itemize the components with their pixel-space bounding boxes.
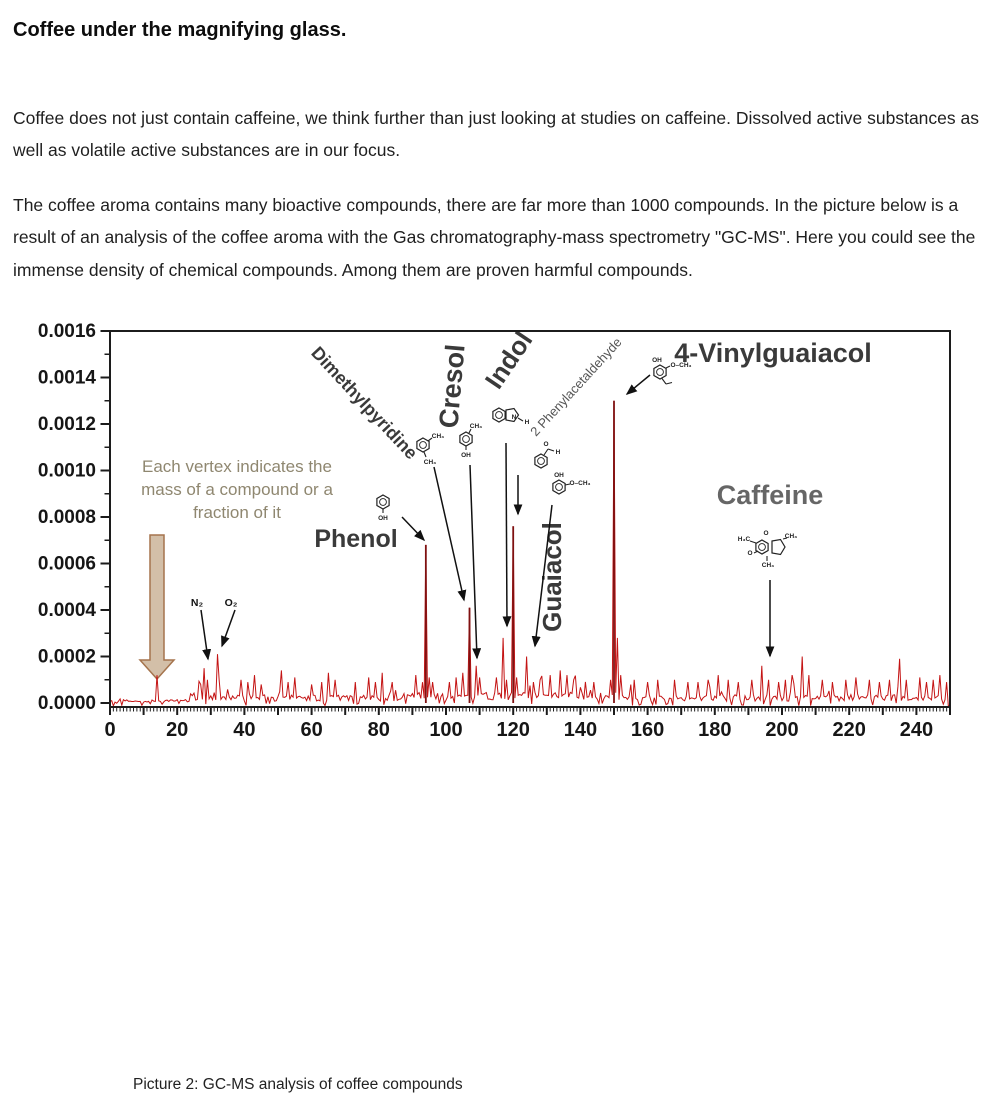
cresol-oh-label: OH <box>461 452 471 459</box>
dimethylpyridine-arrow <box>433 466 467 602</box>
x-tick-label: 60 <box>300 719 322 741</box>
major-peaks <box>424 400 615 703</box>
guaiacol-structure-icon: OH O–CH₃ <box>552 472 591 495</box>
guaiacol-och3-label: O–CH₃ <box>569 480 590 487</box>
plot-border <box>109 330 951 708</box>
dimethylpyridine-structure-icon: CH₃ CH₃ <box>416 433 444 466</box>
cresol-ch3-label: CH₃ <box>470 423 482 430</box>
paa-h-label: H <box>556 449 561 456</box>
x-tick-label: 180 <box>698 719 731 741</box>
o2-arrow <box>221 609 236 648</box>
peak-label-dimethylpyridine: Dimethylpyridine <box>307 343 421 463</box>
vinylguaiacol-arrow <box>625 374 651 395</box>
caffeine-ch3-label: CH₃ <box>785 533 797 540</box>
x-tick-label: 20 <box>166 719 188 741</box>
dmp-ch3-label: CH₃ <box>432 433 444 440</box>
paa-o-label: O <box>543 441 548 448</box>
annotation-line-1: Each vertex indicates the <box>142 457 332 476</box>
y-tick-label: 0.0012 <box>38 414 96 435</box>
x-tick-label: 0 <box>104 719 115 741</box>
y-tick-label: 0.0004 <box>38 600 97 621</box>
x-tick-label: 220 <box>833 719 866 741</box>
x-tick-label: 140 <box>564 719 597 741</box>
x-tick-label: 40 <box>233 719 255 741</box>
y-tick-label: 0.0006 <box>38 554 96 575</box>
gcms-figure: 0.0000 0.0002 0.0004 0.0006 0.0008 0.0010 0.00… <box>0 315 1000 1093</box>
vertex-annotation: Each vertex indicates the mass of a comp… <box>141 457 333 522</box>
x-tick-label: 160 <box>631 719 664 741</box>
caffeine-o-label: O <box>747 550 752 557</box>
y-tick-label: 0.0016 <box>38 321 96 342</box>
caffeine-o2-label: O <box>763 530 768 537</box>
phenol-structure-icon: OH <box>376 494 390 522</box>
indol-structure-icon: N H <box>492 407 530 426</box>
dmp-ch3-label-2: CH₃ <box>424 459 436 466</box>
y-tick-label: 0.0002 <box>38 647 96 668</box>
annotation-line-2: mass of a compound or a <box>141 480 333 499</box>
y-tick-label: 0.0010 <box>38 461 96 482</box>
x-tick-label: 200 <box>765 719 798 741</box>
peak-label-phenol: Phenol <box>314 525 397 553</box>
y-tick-label: 0.0008 <box>38 507 96 528</box>
indol-h-label: H <box>525 419 530 426</box>
document-title: Coffee under the magnifying glass. <box>13 19 347 42</box>
axes: 0.0000 0.0002 0.0004 0.0006 0.0008 0.0010 0.00… <box>38 321 951 741</box>
phenylacetaldehyde-structure-icon: O H <box>534 441 561 469</box>
cresol-arrow <box>469 464 482 660</box>
aroma-paragraph: The coffee aroma contains many bioactive… <box>13 194 976 280</box>
vg-oh-label: OH <box>652 357 662 364</box>
peak-label-n2: N₂ <box>191 597 204 609</box>
y-tick-label: 0.0014 <box>38 368 97 389</box>
peak-label-o2: O₂ <box>225 597 238 609</box>
vertex-indicator-arrow <box>138 534 176 681</box>
x-tick-label: 240 <box>900 719 933 741</box>
x-tick-label: 80 <box>368 719 390 741</box>
phenol-arrow <box>401 516 426 542</box>
indol-n-label: N <box>512 414 517 421</box>
phenol-oh-label: OH <box>378 515 388 522</box>
peak-label-vinylguaiacol: 4-Vinylguaiacol <box>674 338 872 368</box>
peak-label-cresol: Cresol <box>433 343 470 429</box>
peak-label-guaiacol: Guaiacol <box>537 522 567 632</box>
annotation-line-3: fraction of it <box>193 503 281 522</box>
guaiacol-oh-label: OH <box>554 472 564 479</box>
intro-paragraph: Coffee does not just contain caffeine, w… <box>13 107 979 161</box>
caffeine-structure-icon: H₃C O O CH₃ CH₃ <box>738 530 797 569</box>
gcms-chart: 0.0000 0.0002 0.0004 0.0006 0.0008 0.0010 0.00… <box>38 321 951 741</box>
peak-label-caffeine: Caffeine <box>717 480 824 510</box>
indol-arrow <box>502 442 512 628</box>
vinylguaiacol-structure-icon: OH O–CH₃ <box>652 357 692 385</box>
n2-arrow <box>200 609 212 661</box>
caffeine-h3c-label: H₃C <box>738 536 751 543</box>
x-tick-label: 100 <box>429 719 462 741</box>
x-tick-label: 120 <box>497 719 530 741</box>
caffeine-ch3-label-2: CH₃ <box>762 562 774 569</box>
peak-label-indol: Indol <box>479 326 539 394</box>
vg-och3-label: O–CH₃ <box>670 362 691 369</box>
figure-caption: Picture 2: GC-MS analysis of coffee comp… <box>133 1076 463 1093</box>
y-tick-label: 0.0000 <box>38 693 96 714</box>
guaiacol-arrow <box>531 504 553 648</box>
spectrum-trace <box>109 400 951 708</box>
peak-label-phenylacetaldehyde: 2 Phenylacetaldehyde <box>527 335 624 439</box>
cresol-structure-icon: CH₃ OH <box>459 423 482 459</box>
